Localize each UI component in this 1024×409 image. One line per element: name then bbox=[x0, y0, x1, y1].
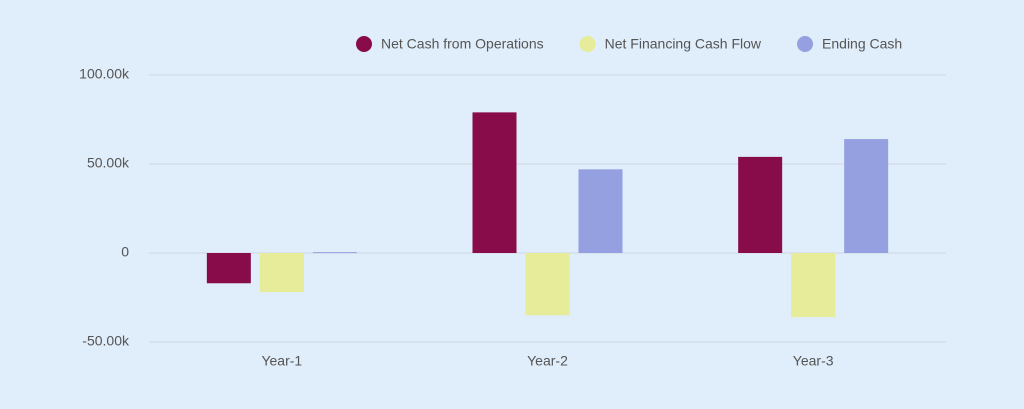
bar bbox=[206, 253, 251, 284]
bar bbox=[578, 169, 623, 253]
bar bbox=[525, 253, 570, 316]
y-tick-label: 50.00k bbox=[87, 155, 130, 171]
x-tick-label: Year-1 bbox=[261, 353, 302, 369]
y-tick-label: -50.00k bbox=[82, 333, 130, 349]
bar bbox=[312, 252, 357, 254]
bar bbox=[738, 156, 783, 253]
x-tick-label: Year-2 bbox=[527, 353, 568, 369]
y-tick-label: 100.00k bbox=[79, 66, 130, 82]
legend-label: Ending Cash bbox=[822, 36, 902, 52]
legend-marker bbox=[797, 36, 814, 52]
bar bbox=[791, 253, 836, 318]
legend-marker bbox=[356, 36, 372, 52]
bar bbox=[472, 112, 517, 253]
legend-label: Net Cash from Operations bbox=[381, 36, 544, 52]
bar bbox=[259, 253, 304, 293]
bar bbox=[844, 139, 889, 253]
y-tick-label: 0 bbox=[121, 244, 129, 260]
legend-marker bbox=[579, 36, 596, 52]
x-tick-label: Year-3 bbox=[793, 353, 834, 369]
legend-label: Net Financing Cash Flow bbox=[605, 36, 762, 52]
